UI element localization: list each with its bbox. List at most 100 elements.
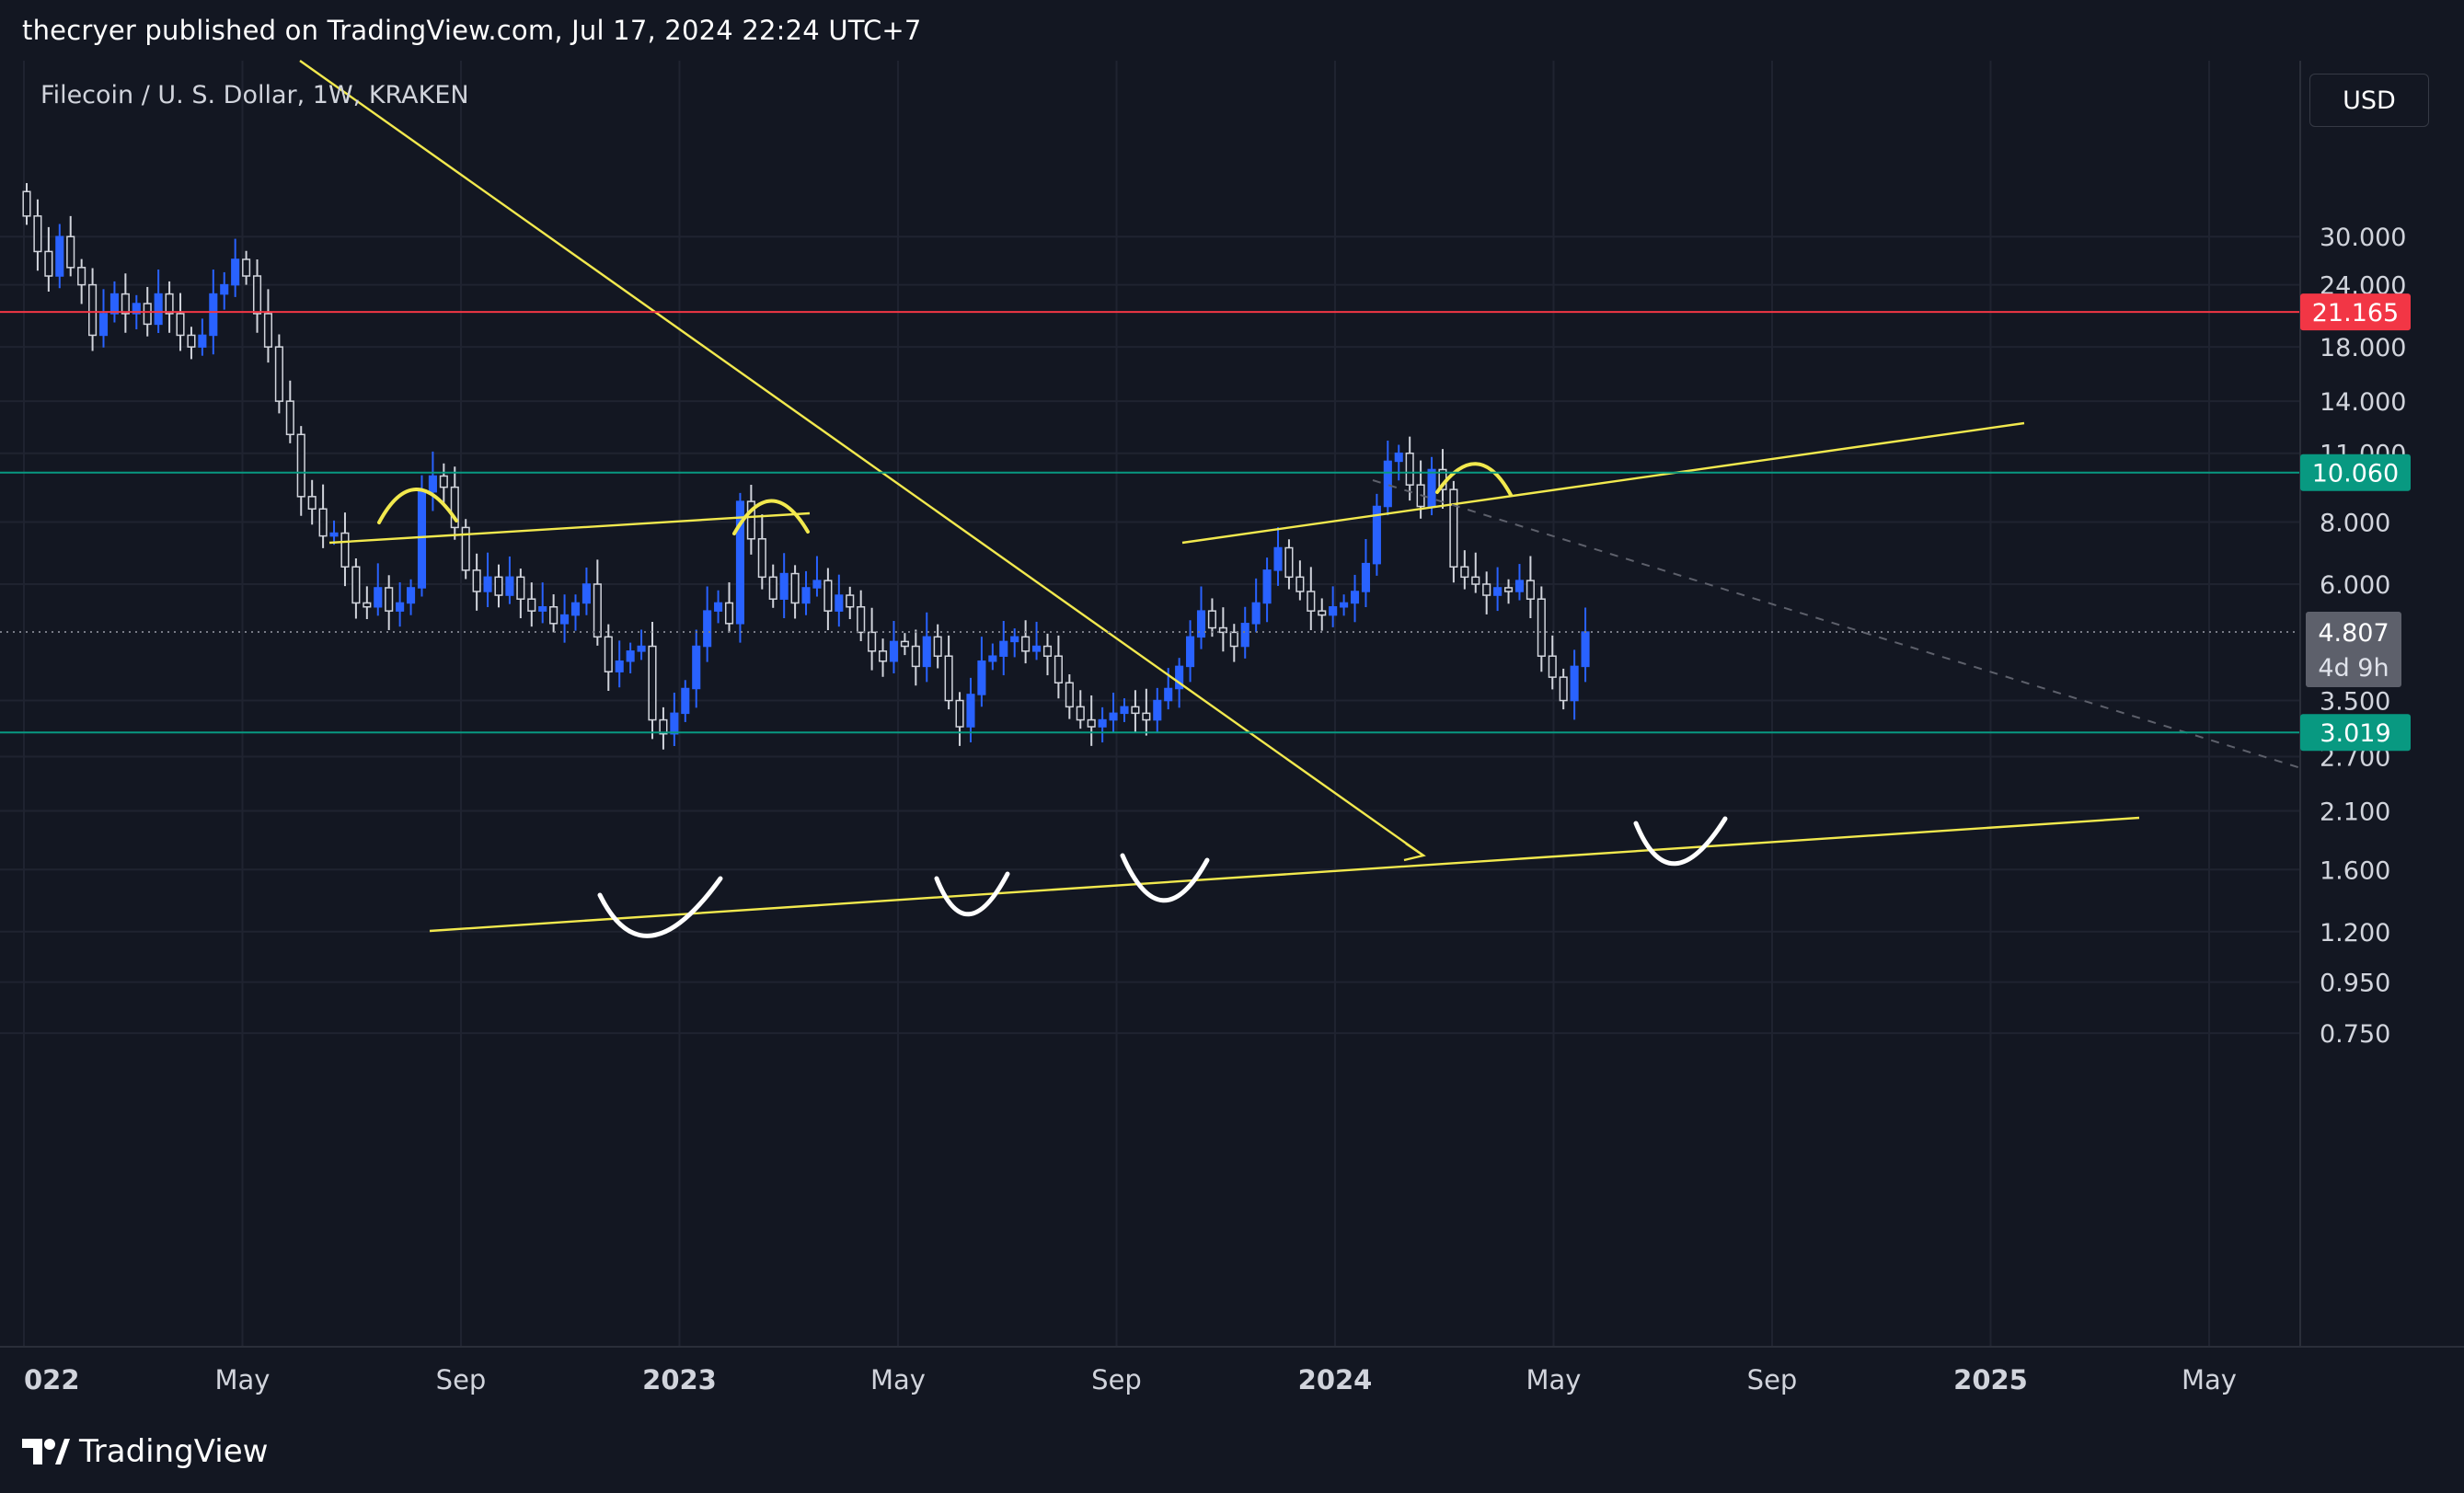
top-bar: thecryer published on TradingView.com, J… bbox=[0, 0, 2464, 61]
candle bbox=[823, 568, 833, 630]
candle bbox=[44, 226, 53, 293]
candle bbox=[176, 293, 185, 351]
grid bbox=[0, 61, 2300, 1347]
candle bbox=[374, 563, 383, 616]
candle bbox=[220, 271, 229, 310]
drawings bbox=[299, 60, 2412, 938]
candle bbox=[1042, 633, 1053, 676]
candle bbox=[1537, 586, 1546, 672]
price-badges: 21.165 10.060 3.019 4.807 4d 9h bbox=[2300, 293, 2411, 752]
candle bbox=[385, 575, 394, 630]
last-price-badge bbox=[2306, 612, 2401, 688]
candle bbox=[461, 519, 470, 580]
candle bbox=[889, 621, 899, 674]
candle bbox=[1120, 698, 1129, 722]
candle bbox=[944, 635, 953, 710]
candle bbox=[1361, 539, 1371, 608]
candle bbox=[1394, 444, 1403, 481]
candle bbox=[977, 637, 986, 707]
trendline bbox=[429, 816, 2140, 933]
candle bbox=[868, 607, 877, 671]
price-badge bbox=[2300, 293, 2411, 331]
candle bbox=[77, 258, 86, 304]
candle bbox=[472, 553, 481, 611]
candle bbox=[999, 621, 1008, 676]
candle bbox=[1131, 690, 1140, 733]
candle bbox=[692, 629, 701, 708]
candle bbox=[252, 258, 262, 333]
candle bbox=[450, 466, 459, 540]
candle bbox=[560, 594, 570, 643]
x-tick-label: May bbox=[870, 1364, 926, 1395]
candle bbox=[505, 556, 514, 604]
arrowhead bbox=[1403, 843, 1426, 862]
candle bbox=[681, 680, 690, 722]
price-axis[interactable] bbox=[2300, 61, 2464, 1347]
x-tick-label: 022 bbox=[24, 1364, 80, 1395]
candle bbox=[768, 564, 777, 608]
candle bbox=[1273, 527, 1283, 586]
candle bbox=[779, 553, 789, 619]
x-tick-label: Sep bbox=[436, 1364, 487, 1395]
candle bbox=[340, 512, 350, 587]
candle bbox=[231, 238, 240, 297]
candle bbox=[846, 586, 855, 620]
currency-button[interactable]: USD bbox=[2309, 74, 2429, 127]
candle bbox=[1449, 480, 1458, 583]
candle bbox=[307, 479, 317, 525]
candle bbox=[242, 250, 251, 285]
candle bbox=[121, 273, 130, 333]
candle bbox=[615, 640, 624, 688]
candle bbox=[1262, 557, 1272, 623]
candle bbox=[439, 463, 448, 503]
candle bbox=[1109, 692, 1118, 732]
y-tick-label: 0.750 bbox=[2320, 1020, 2390, 1049]
candle bbox=[154, 269, 163, 333]
hand-drawn-bottom bbox=[1633, 816, 1728, 867]
candle bbox=[1021, 620, 1031, 664]
candle bbox=[329, 520, 339, 546]
candle bbox=[109, 281, 119, 323]
price-badge bbox=[2300, 454, 2411, 491]
last-price-label: 4.807 bbox=[2318, 619, 2389, 648]
candle bbox=[1065, 674, 1074, 719]
candle bbox=[1186, 620, 1195, 683]
y-tick-label: 30.000 bbox=[2320, 224, 2406, 252]
tradingview-brand[interactable]: TradingView bbox=[22, 1433, 268, 1470]
candle bbox=[1284, 539, 1294, 590]
candle bbox=[88, 268, 98, 351]
candle bbox=[1207, 598, 1216, 637]
y-tick-label: 2.100 bbox=[2320, 798, 2390, 826]
candle bbox=[318, 484, 328, 548]
candle bbox=[263, 289, 273, 363]
candle bbox=[1142, 688, 1151, 736]
x-tick-label: May bbox=[1526, 1364, 1582, 1395]
candle bbox=[812, 556, 822, 597]
candle bbox=[801, 570, 811, 615]
candle bbox=[285, 380, 294, 443]
y-tick-label: 6.000 bbox=[2320, 571, 2390, 600]
candle bbox=[955, 692, 964, 746]
y-tick-label: 1.200 bbox=[2320, 919, 2390, 947]
candle bbox=[198, 318, 207, 356]
candle bbox=[570, 594, 581, 631]
price-badge bbox=[2300, 714, 2411, 752]
x-tick-label: May bbox=[2182, 1364, 2237, 1395]
candle bbox=[1340, 594, 1349, 616]
x-tick-label: 2025 bbox=[1953, 1364, 2028, 1395]
candle bbox=[527, 582, 536, 627]
candle bbox=[1076, 690, 1085, 729]
candle bbox=[1372, 493, 1381, 576]
x-tick-label: Sep bbox=[1091, 1364, 1142, 1395]
candle bbox=[494, 564, 503, 608]
candle bbox=[593, 559, 602, 646]
candle bbox=[1307, 567, 1316, 630]
candle bbox=[703, 586, 712, 662]
candle bbox=[1010, 628, 1019, 658]
hand-drawn-top bbox=[732, 499, 810, 535]
candle bbox=[746, 485, 755, 555]
candle bbox=[933, 624, 942, 669]
y-tick-label: 8.000 bbox=[2320, 509, 2390, 537]
candle bbox=[659, 706, 668, 750]
